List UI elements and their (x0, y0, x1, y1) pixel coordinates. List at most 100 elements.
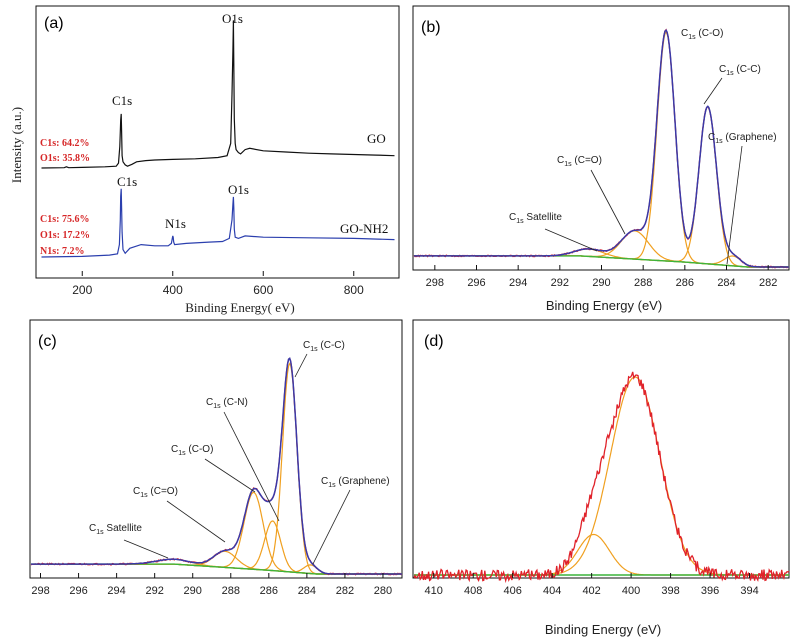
component-peak-2 (414, 230, 789, 268)
panel-d-frame (412, 319, 790, 579)
component-peak-1 (414, 533, 789, 576)
series-label-go-nh2: GO-NH2 (340, 221, 388, 236)
component-peak-0 (414, 376, 789, 576)
svg-text:C1s (C-O): C1s (C-O) (171, 444, 213, 457)
x-tick-label: 400 (622, 585, 640, 597)
panel-c-peak-label-graphene: C1s (Graphene) (312, 476, 390, 565)
series-label-go: GO (367, 131, 386, 146)
panel-c-peak-label-c-eq-o: C1s (C=O) (133, 486, 226, 543)
peak-label-nh2-n1s: N1s (165, 216, 186, 231)
panel-c-x-ticks: 298 296 294 292 290 288 286 284 282 280 (31, 573, 392, 597)
x-tick-label: 298 (31, 585, 49, 597)
x-tick-label: 408 (464, 585, 482, 597)
panel-b-xlabel: Binding Energy (eV) (546, 298, 662, 313)
panel-c-peak-label-c-o: C1s (C-O) (171, 444, 256, 493)
panel-a-x-ticks: 200 400 600 800 (72, 271, 364, 297)
panel-d-x-ticks: 410 408 406 404 402 400 398 396 394 (425, 573, 759, 597)
component-peak-1 (31, 491, 402, 575)
fit-envelope-line (414, 28, 789, 268)
raw-spectrum-line (413, 371, 790, 584)
x-tick-label: 292 (551, 277, 569, 289)
x-tick-label: 298 (426, 277, 444, 289)
x-tick-label: 294 (107, 585, 125, 597)
x-tick-label: 280 (374, 585, 392, 597)
x-tick-label: 292 (145, 585, 163, 597)
panel-c-peak-label-c-n: C1s (C-N) (206, 397, 280, 522)
x-tick-label: 398 (661, 585, 679, 597)
component-peak-4 (414, 248, 789, 268)
peak-label-nh2-c1s: C1s (117, 174, 137, 189)
peak-label-nh2-o1s: O1s (228, 182, 249, 197)
panel-b-label: (b) (421, 19, 441, 36)
panel-b-peak-label-c-c: C1s (C-C) (703, 64, 761, 105)
panel-a-x-tick-label: 600 (253, 283, 273, 297)
x-tick-label: 396 (701, 585, 719, 597)
panel-a-x-tick-label: 400 (163, 283, 183, 297)
panel-c-frame (29, 319, 403, 579)
x-tick-label: 288 (634, 277, 652, 289)
go-spectrum-line (41, 20, 395, 169)
svg-text:C1s (C-N): C1s (C-N) (206, 397, 248, 410)
x-tick-label: 296 (69, 585, 87, 597)
panel-a: (a) 200 400 600 800 Binding Energy( eV) Int… (9, 5, 400, 315)
svg-text:C1s Satellite: C1s Satellite (509, 212, 562, 225)
x-tick-label: 406 (504, 585, 522, 597)
x-tick-label: 404 (543, 585, 561, 597)
background-baseline (31, 563, 402, 575)
panel-b-peak-label-graphene: C1s (Graphene) (708, 132, 777, 265)
x-tick-label: 286 (676, 277, 694, 289)
svg-text:C1s Satellite: C1s Satellite (89, 523, 142, 536)
panel-a-frame (35, 5, 400, 279)
x-tick-label: 284 (717, 277, 735, 289)
panel-d-plot (413, 371, 790, 584)
x-tick-label: 284 (298, 585, 316, 597)
go-nh2-spectrum-line (41, 188, 395, 258)
component-peak-4 (31, 563, 402, 575)
x-tick-label: 282 (336, 585, 354, 597)
svg-text:C1s (Graphene): C1s (Graphene) (708, 132, 777, 145)
panel-b: (b) 298 296 294 292 290 288 286 284 282 Binding … (412, 5, 790, 313)
x-tick-label: 288 (222, 585, 240, 597)
x-tick-label: 410 (425, 585, 443, 597)
svg-text:C1s (C-C): C1s (C-C) (719, 64, 761, 77)
x-tick-label: 394 (740, 585, 758, 597)
component-peak-1 (414, 105, 789, 268)
component-peak-0 (31, 362, 402, 575)
composition-go-o1s: O1s: 35.8% (40, 153, 90, 164)
panel-c-label: (c) (38, 333, 57, 350)
panel-d-xlabel: Binding Energy (eV) (545, 622, 661, 637)
peak-label-go-c1s: C1s (112, 93, 132, 108)
svg-text:C1s (C-O): C1s (C-O) (681, 28, 723, 41)
peak-label-go-o1s: O1s (222, 11, 243, 26)
svg-text:C1s (C=O): C1s (C=O) (133, 486, 178, 499)
composition-nh2-n1s: N1s: 7.2% (40, 246, 84, 257)
component-peak-2 (31, 520, 402, 575)
panel-b-peak-label-satellite: C1s Satellite (509, 212, 598, 252)
composition-nh2-c1s: C1s: 75.6% (40, 214, 89, 225)
panel-a-xlabel: Binding Energy( eV) (185, 300, 295, 315)
x-tick-label: 290 (592, 277, 610, 289)
x-tick-label: 294 (509, 277, 527, 289)
panel-c-peak-label-c-c: C1s (C-C) (294, 340, 345, 378)
composition-go-c1s: C1s: 64.2% (40, 138, 89, 149)
fit-envelope-line (31, 357, 402, 575)
composition-nh2-o1s: O1s: 17.2% (40, 230, 90, 241)
panel-c: (c) 298 296 294 292 290 288 286 284 282 280 C1s (… (29, 319, 403, 597)
panel-a-x-tick-label: 800 (344, 283, 364, 297)
panel-b-peak-label-c-eq-o: C1s (C=O) (557, 155, 626, 235)
x-tick-label: 402 (582, 585, 600, 597)
panel-c-plot (30, 357, 403, 576)
panel-a-ylabel: Intensity (a.u.) (9, 107, 24, 183)
panel-c-peak-label-satellite: C1s Satellite (89, 523, 169, 559)
svg-text:C1s (C-C): C1s (C-C) (303, 340, 345, 353)
panel-a-x-tick-label: 200 (72, 283, 92, 297)
svg-text:C1s (Graphene): C1s (Graphene) (321, 476, 390, 489)
panel-b-x-ticks: 298 296 294 292 290 288 286 284 282 (426, 265, 777, 289)
panel-b-peak-label-c-o: C1s (C-O) (681, 28, 723, 41)
x-tick-label: 290 (184, 585, 202, 597)
panel-a-label: (a) (44, 15, 64, 32)
svg-text:C1s (C=O): C1s (C=O) (557, 155, 602, 168)
x-tick-label: 286 (260, 585, 278, 597)
panel-d: (d) 410 408 406 404 402 400 398 396 394 Binding … (412, 319, 790, 637)
